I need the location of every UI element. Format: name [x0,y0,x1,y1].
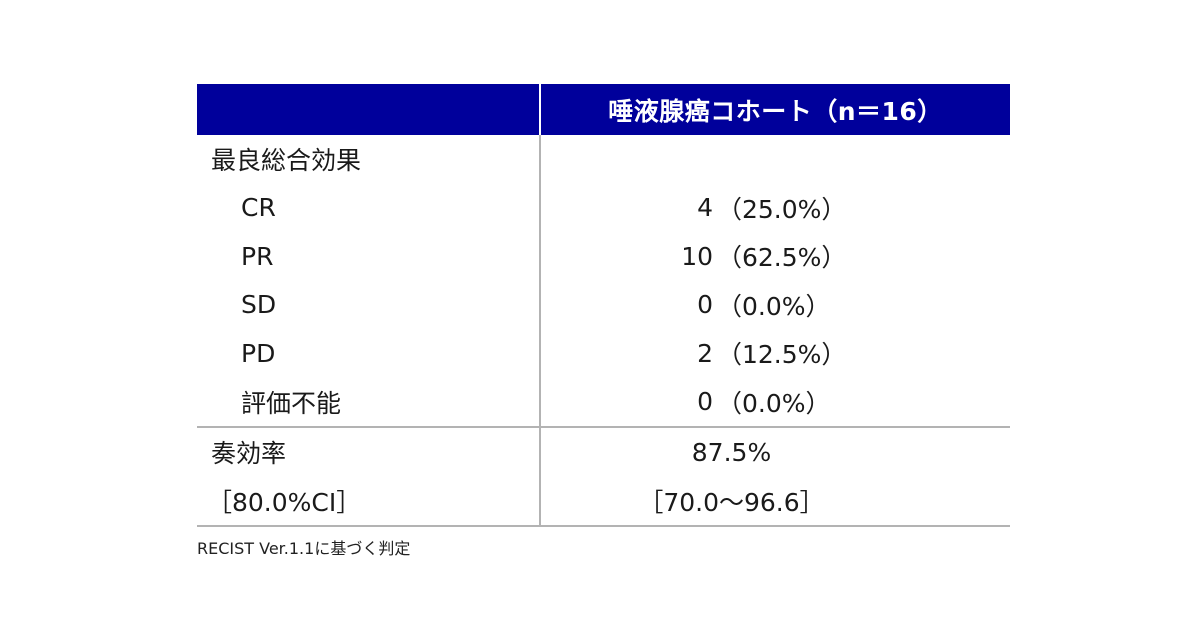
ci-value: ［70.0～96.6］ [638,487,825,517]
value-cell-pd: 2 （12.5%） [541,329,1010,378]
response-labels-column: 最良総合効果 CR PR SD PD 評価不能 [197,135,541,426]
response-rate-value-cell: 87.5% [541,428,1010,477]
row-label-cr: CR [241,193,276,223]
count-not-evaluable: 0 [697,387,713,417]
ci-label: ［80.0%CI］ [207,487,362,517]
value-cell-not-evaluable: 0 （0.0%） [541,378,1010,427]
ci-value-cell: ［70.0～96.6］ [541,477,1010,526]
response-section: 最良総合効果 CR PR SD PD 評価不能 4 （25.0%） 10 （62… [197,135,1010,428]
pct-not-evaluable: （0.0%） [717,388,831,418]
count-pd: 2 [697,338,713,368]
cohort-header: 唾液腺癌コホート（n＝16） [608,96,943,126]
empty-value-cell [541,135,1010,184]
rate-labels-column: 奏効率 ［80.0%CI］ [197,428,541,525]
results-table: 唾液腺癌コホート（n＝16） 最良総合効果 CR PR SD PD 評価不能 4… [197,84,1010,527]
rate-section: 奏効率 ［80.0%CI］ 87.5% ［70.0～96.6］ [197,428,1010,527]
value-cell-sd: 0 （0.0%） [541,281,1010,330]
value-cell-pr: 10 （62.5%） [541,232,1010,281]
rate-values-column: 87.5% ［70.0～96.6］ [541,428,1010,525]
count-cr: 4 [697,193,713,223]
pct-pd: （12.5%） [717,340,847,370]
header-empty-cell [197,84,541,135]
row-label-pr: PR [241,241,274,271]
response-rate-value: 87.5% [691,437,772,467]
value-cell-cr: 4 （25.0%） [541,184,1010,233]
pct-pr: （62.5%） [717,243,847,273]
pct-sd: （0.0%） [717,291,831,321]
best-overall-response-label: 最良総合効果 [211,146,362,176]
response-rate-label: 奏効率 [211,439,287,469]
row-label-not-evaluable: 評価不能 [241,388,342,418]
count-pr: 10 [681,241,713,271]
count-sd: 0 [697,290,713,320]
pct-cr: （25.0%） [717,194,847,224]
response-values-column: 4 （25.0%） 10 （62.5%） 0 （0.0%） 2 （12.5%） … [541,135,1010,426]
table-header-row: 唾液腺癌コホート（n＝16） [197,84,1010,135]
row-label-sd: SD [241,290,277,320]
footnote: RECIST Ver.1.1に基づく判定 [197,539,411,558]
row-label-pd: PD [241,338,276,368]
